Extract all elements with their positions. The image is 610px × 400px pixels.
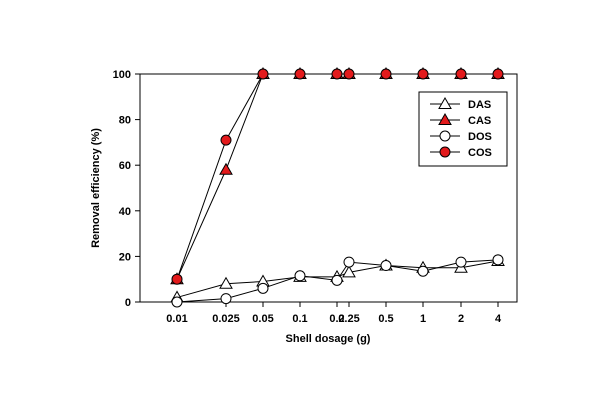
data-point-dos xyxy=(257,282,269,294)
series-cos xyxy=(171,68,504,285)
data-point-cos xyxy=(294,68,306,80)
series-line-das xyxy=(176,260,499,298)
data-point-cas xyxy=(219,162,233,175)
data-point-das xyxy=(219,276,233,289)
series-line-dos xyxy=(176,259,499,303)
x-tick-label: 4 xyxy=(495,313,502,325)
data-point-dos xyxy=(492,254,504,266)
data-point-dos xyxy=(331,274,343,286)
x-axis-label: Shell dosage (g) xyxy=(286,333,371,345)
y-tick-label: 80 xyxy=(119,115,131,127)
data-point-dos xyxy=(171,296,183,308)
data-point-cos xyxy=(331,68,343,80)
x-tick-label: 0.025 xyxy=(212,313,240,325)
legend-marker-das xyxy=(438,96,452,109)
legend-label-dos: DOS xyxy=(468,131,492,143)
legend-label-das: DAS xyxy=(468,99,491,111)
x-tick-label: 2 xyxy=(458,313,464,325)
x-tick-label: 1 xyxy=(420,313,426,325)
series-line-cos xyxy=(176,73,498,280)
legend-marker-dos xyxy=(439,130,451,142)
data-point-dos xyxy=(417,265,429,277)
data-point-dos xyxy=(294,270,306,282)
data-point-dos xyxy=(380,260,392,272)
y-axis-label: Removal efficiency (%) xyxy=(90,128,102,248)
x-tick-label: 0.2 xyxy=(329,313,344,325)
data-point-cos xyxy=(220,134,232,146)
data-point-dos xyxy=(343,256,355,268)
legend-marker-cos xyxy=(439,146,451,158)
data-point-das xyxy=(342,265,356,278)
data-point-cos xyxy=(171,273,183,285)
data-point-cos xyxy=(417,68,429,80)
data-point-cos xyxy=(380,68,392,80)
x-tick-label: 0.1 xyxy=(292,313,307,325)
series-dos xyxy=(171,254,504,308)
y-axis: 0 20 40 60 80 100 xyxy=(113,69,140,309)
x-tick-label: 0.05 xyxy=(252,313,273,325)
y-tick-label: 0 xyxy=(125,297,131,309)
legend-marker-cas xyxy=(438,112,452,125)
legend: DAS CAS DOS COS xyxy=(418,91,508,167)
legend-label-cas: CAS xyxy=(468,115,491,127)
data-point-cos xyxy=(343,68,355,80)
x-tick-label: 0.01 xyxy=(166,313,187,325)
data-point-cos xyxy=(492,68,504,80)
x-tick-label: 0.5 xyxy=(378,313,393,325)
data-point-dos xyxy=(455,256,467,268)
legend-label-cos: COS xyxy=(468,147,492,159)
legend-box xyxy=(418,91,508,167)
y-tick-label: 20 xyxy=(119,251,131,263)
data-point-dos xyxy=(220,293,232,305)
data-point-cos xyxy=(455,68,467,80)
x-axis: 0.01 0.025 0.05 0.1 0.20.25 0.5 1 2 4 xyxy=(166,302,502,325)
series-group xyxy=(170,66,505,308)
y-tick-label: 40 xyxy=(119,206,131,218)
x-tick-label: 0.25 xyxy=(338,313,359,325)
y-tick-label: 100 xyxy=(113,69,131,81)
y-tick-label: 60 xyxy=(119,160,131,172)
data-point-cos xyxy=(257,68,269,80)
